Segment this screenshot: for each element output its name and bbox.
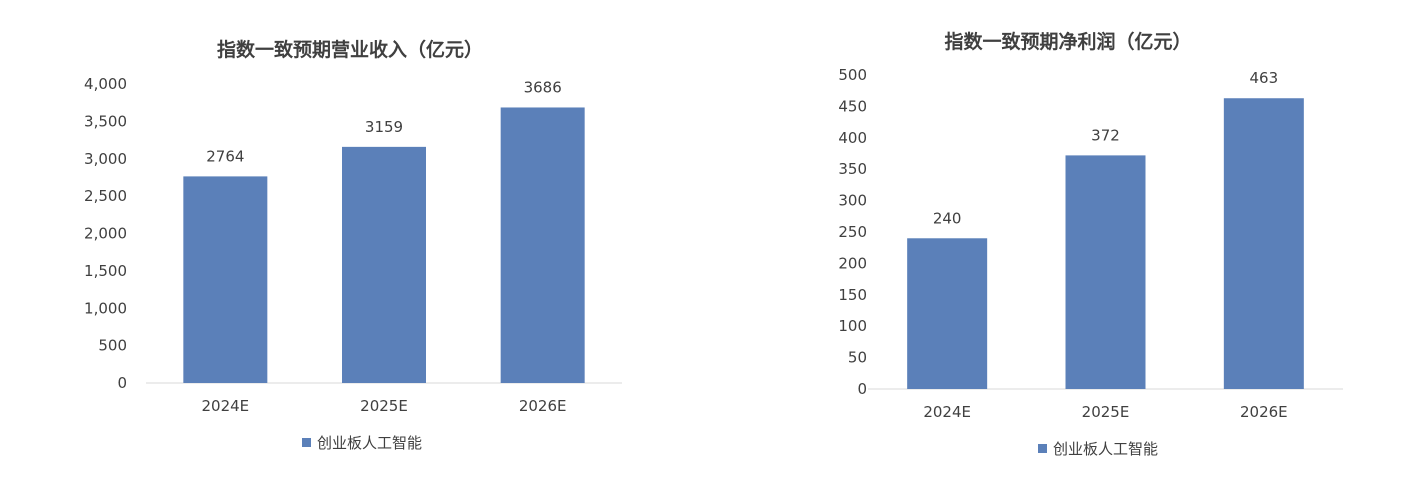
y-tick-label: 0 [117,374,127,392]
bar [500,107,585,383]
y-tick-label: 500 [98,337,127,355]
data-label: 2764 [206,147,244,165]
chart-title: 指数一致预期营业收入（亿元） [216,39,483,61]
y-tick-label: 300 [838,192,867,210]
data-label: 3159 [365,118,403,136]
x-tick-label: 2024E [923,403,971,421]
y-tick-label: 50 [848,349,867,367]
x-tick-label: 2026E [1240,403,1288,421]
y-tick-label: 3,500 [84,112,127,130]
bar [907,238,988,389]
bar [183,176,268,383]
bar [1065,155,1146,389]
legend-swatch [1038,444,1047,453]
bar [342,146,426,383]
y-tick-label: 150 [838,286,867,304]
y-tick-label: 4,000 [84,75,127,93]
data-label: 463 [1250,69,1279,87]
bar [1223,98,1304,390]
y-tick-label: 0 [857,380,867,398]
y-tick-label: 2,000 [84,225,127,243]
y-tick-label: 2,500 [84,187,127,205]
profit-chart-plot: 0 50 100 150 200 250 300 350 400 450 500 240 2024E 37… [838,66,1343,421]
y-tick-label: 250 [838,223,867,241]
x-tick-label: 2026E [519,397,567,415]
legend-label: 创业板人工智能 [317,434,423,452]
y-tick-label: 500 [838,66,867,84]
data-label: 372 [1091,126,1120,144]
x-tick-label: 2025E [1082,403,1130,421]
data-label: 240 [933,209,962,227]
profit-chart-panel: 指数一致预期净利润（亿元） 0 50 100 150 200 250 300 350 400 45… [720,0,1416,488]
y-tick-label: 450 [838,97,867,115]
chart-legend: 创业板人工智能 [1038,438,1158,459]
chart-legend: 创业板人工智能 [302,432,422,453]
data-label: 3686 [524,78,562,96]
y-tick-label: 350 [838,160,867,178]
revenue-chart-panel: 指数一致预期营业收入（亿元） 0 500 1,000 1,500 2,000 2,500 3… [0,0,700,488]
revenue-chart-plot: 0 500 1,000 1,500 2,000 2,500 3,000 3,500 4,000 2… [84,75,622,415]
y-tick-label: 3,000 [84,150,127,168]
legend-swatch [302,438,311,447]
legend-label: 创业板人工智能 [1053,440,1159,458]
y-tick-label: 400 [838,129,867,147]
chart-title: 指数一致预期净利润（亿元） [944,31,1192,53]
y-tick-label: 1,500 [84,262,127,280]
y-tick-label: 1,000 [84,299,127,317]
y-tick-label: 200 [838,254,867,272]
y-tick-label: 100 [838,317,867,335]
x-tick-label: 2024E [202,397,250,415]
x-tick-label: 2025E [360,397,408,415]
